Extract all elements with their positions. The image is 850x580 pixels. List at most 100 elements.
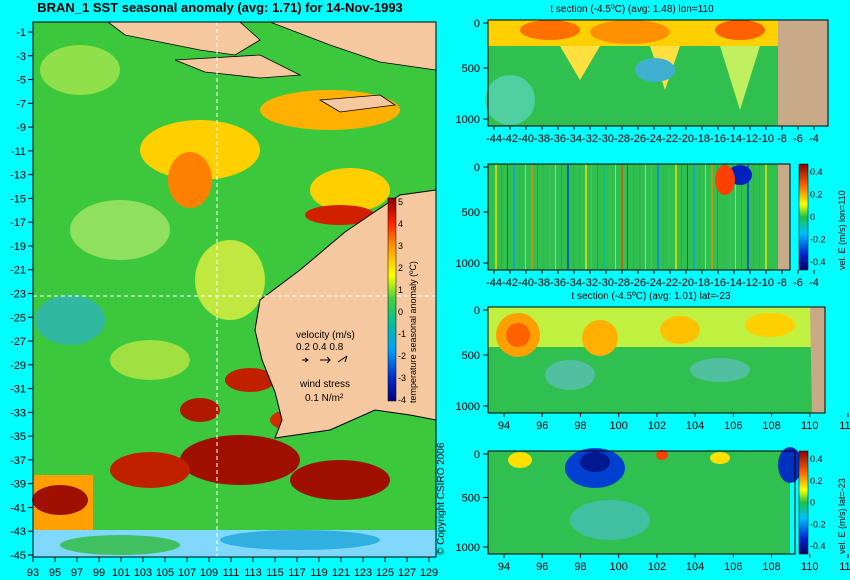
panel-x-tick-label: -40 bbox=[518, 133, 534, 145]
map-y-tick-label: -21 bbox=[10, 265, 26, 277]
velocity-stripe bbox=[681, 164, 682, 270]
panel-y-tick-label: 1000 bbox=[456, 542, 480, 554]
panel-x-tick-label: -42 bbox=[502, 277, 518, 289]
panel-x-tick-label: 104 bbox=[686, 561, 704, 573]
map-x-tick-label: 103 bbox=[134, 567, 152, 579]
panel-y-tick-label: 1000 bbox=[456, 401, 480, 413]
panel-y-tick-label: 0 bbox=[474, 162, 480, 174]
map-colorbar-tick-label: -2 bbox=[398, 351, 406, 361]
map-title: BRAN_1 SST seasonal anomaly (avg: 1.71) … bbox=[37, 0, 403, 15]
velocity-stripe bbox=[567, 164, 569, 270]
panel-x-tick-label: -16 bbox=[710, 133, 726, 145]
panel-x-tick-label: -14 bbox=[726, 133, 742, 145]
panel-x-tick-label: -8 bbox=[777, 277, 787, 289]
map-x-tick-label: 93 bbox=[27, 567, 39, 579]
velocity-stripe bbox=[597, 164, 598, 270]
velocity-stripe bbox=[723, 164, 724, 270]
panel-x-tick-label: 108 bbox=[762, 561, 780, 573]
wind-stress-label: wind stress bbox=[300, 379, 351, 390]
panel-colorbar-tick-label: -0.2 bbox=[810, 235, 826, 245]
velocity-stripe bbox=[741, 164, 742, 270]
map-x-tick-label: 129 bbox=[420, 567, 438, 579]
map-y-tick-label: -1 bbox=[16, 27, 26, 39]
panel-x-tick-label: -4 bbox=[809, 133, 819, 145]
panel-x-tick-label: -34 bbox=[566, 133, 582, 145]
map-y-tick-label: -17 bbox=[10, 217, 26, 229]
panel-x-tick-label: -34 bbox=[566, 277, 582, 289]
panel-x-tick-label: 98 bbox=[574, 561, 586, 573]
map-y-tick-label: -19 bbox=[10, 241, 26, 253]
panel-colorbar-tick-label: 0 bbox=[810, 498, 815, 508]
velocity-stripe bbox=[705, 164, 706, 270]
velocity-stripe bbox=[711, 164, 713, 270]
velocity-stripe bbox=[621, 164, 623, 270]
velocity-stripe bbox=[573, 164, 574, 270]
velocity-stripe bbox=[627, 164, 628, 270]
velocity-stripe bbox=[759, 164, 760, 270]
panel-colorbar-label: vel. E (m/s) lon=110 bbox=[837, 190, 847, 270]
map-colorbar-tick-label: -3 bbox=[398, 373, 406, 383]
panel-y-tick-label: 500 bbox=[462, 350, 480, 362]
panel-x-tick-label: -22 bbox=[662, 277, 678, 289]
panel-x-tick-label: 110 bbox=[801, 561, 819, 573]
panel-x-tick-label: -8 bbox=[777, 133, 787, 145]
velocity-stripe bbox=[651, 164, 652, 270]
map-y-tick-label: -25 bbox=[10, 312, 26, 324]
map-colorbar-tick-label: -4 bbox=[398, 395, 406, 405]
panel-x-tick-label: -28 bbox=[614, 277, 630, 289]
map-x-tick-label: 113 bbox=[244, 567, 262, 579]
panel-colorbar-tick-label: 0.4 bbox=[810, 454, 823, 464]
panel-x-tick-label: -22 bbox=[662, 133, 678, 145]
map-x-tick-label: 127 bbox=[398, 567, 416, 579]
velocity-stripe bbox=[501, 164, 502, 270]
map-colorbar-label: temperature seasonal anomaly (ºC) bbox=[408, 261, 418, 403]
map-colorbar-tick-label: 3 bbox=[398, 241, 403, 251]
velocity-stripe bbox=[615, 164, 616, 270]
panel-x-tick-label: 102 bbox=[648, 561, 666, 573]
map-y-tick-label: -29 bbox=[10, 360, 26, 372]
map-x-tick-label: 119 bbox=[310, 567, 328, 579]
velocity-stripe bbox=[729, 164, 731, 270]
panel-x-tick-label: -40 bbox=[518, 277, 534, 289]
panel-x-tick-label: -38 bbox=[534, 133, 550, 145]
velocity-stripe bbox=[657, 164, 659, 270]
panel-x-tick-label: -4 bbox=[809, 277, 819, 289]
map-y-tick-label: -3 bbox=[16, 51, 26, 63]
map-x-tick-label: 125 bbox=[376, 567, 394, 579]
map-x-tick-label: 101 bbox=[112, 567, 130, 579]
map-x-tick-label: 107 bbox=[178, 567, 196, 579]
panel-x-tick-label: -30 bbox=[598, 133, 614, 145]
velocity-stripe bbox=[693, 164, 695, 270]
velocity-stripe bbox=[609, 164, 610, 270]
map-y-tick-label: -39 bbox=[10, 479, 26, 491]
panel-x-tick-label: 96 bbox=[536, 561, 548, 573]
velocity-stripe bbox=[495, 164, 497, 270]
velocity-stripe bbox=[669, 164, 670, 270]
map-y-tick-label: -11 bbox=[11, 146, 26, 158]
panel-x-tick-label: -10 bbox=[758, 133, 774, 145]
panel-colorbar-tick-label: 0.2 bbox=[810, 190, 823, 200]
panel-x-tick-label: 112 bbox=[839, 420, 850, 432]
panel-x-tick-label: -24 bbox=[646, 277, 662, 289]
panel-x-tick-label: -26 bbox=[630, 133, 646, 145]
panel-y-tick-label: 500 bbox=[462, 63, 480, 75]
panel-y-tick-label: 1000 bbox=[456, 114, 480, 126]
velocity-stripe bbox=[687, 164, 688, 270]
panel-y-tick-label: 1000 bbox=[456, 258, 480, 270]
map-y-tick-label: -15 bbox=[10, 193, 26, 205]
panel-3-plot bbox=[487, 306, 826, 414]
panel-x-tick-label: -18 bbox=[694, 133, 710, 145]
map-y-tick-label: -13 bbox=[10, 170, 26, 182]
map-y-tick-label: -41 bbox=[10, 502, 26, 514]
panel-x-tick-label: 110 bbox=[801, 420, 819, 432]
velocity-stripe bbox=[555, 164, 556, 270]
panel-x-tick-label: 108 bbox=[762, 420, 780, 432]
velocity-stripe bbox=[579, 164, 580, 270]
panel-x-tick-label: 104 bbox=[686, 420, 704, 432]
panel-x-tick-label: 94 bbox=[498, 420, 510, 432]
map-colorbar: 5 4 3 2 1 0 -1 -2 -3 -4 bbox=[387, 197, 406, 405]
panel-colorbar-tick-label: -0.4 bbox=[810, 257, 826, 267]
velocity-stripe bbox=[537, 164, 538, 270]
velocity-stripe bbox=[735, 164, 736, 270]
